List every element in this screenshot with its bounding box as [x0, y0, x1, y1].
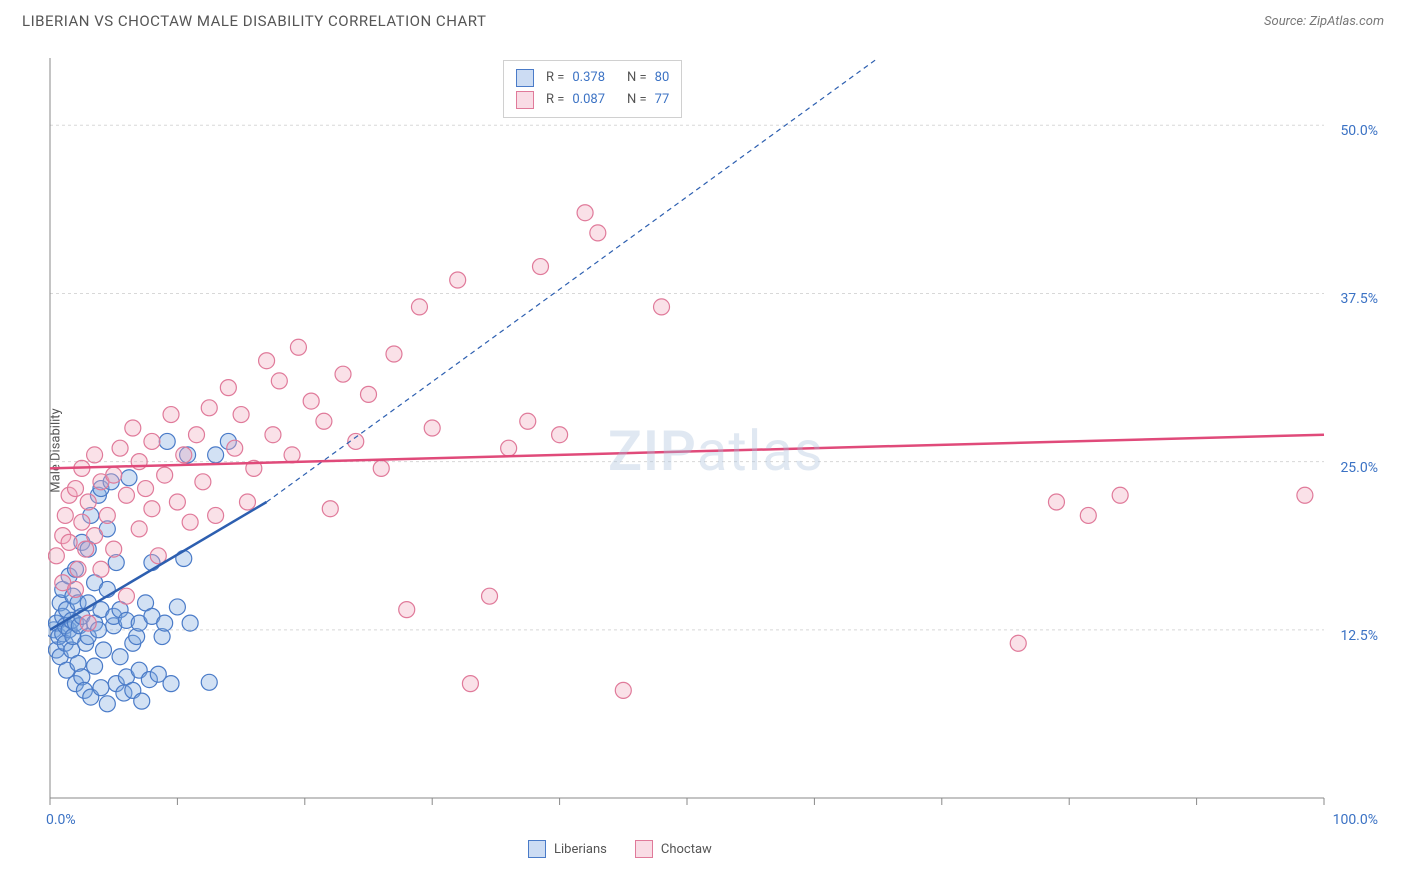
chart-container: Male Disability ZIPatlas R = 0.378 N = 8… — [48, 48, 1384, 838]
legend-item: Choctaw — [635, 840, 712, 858]
y-tick-label: 25.0% — [1340, 460, 1378, 476]
y-tick-label: 37.5% — [1340, 291, 1378, 307]
x-tick-label: 100.0% — [1333, 812, 1378, 828]
series-legend: Liberians Choctaw — [528, 840, 712, 858]
x-tick-label: 0.0% — [46, 812, 76, 828]
scatter-plot — [48, 48, 1384, 838]
chart-title: LIBERIAN VS CHOCTAW MALE DISABILITY CORR… — [22, 12, 486, 30]
r-value: 0.087 — [572, 89, 605, 111]
legend-item: Liberians — [528, 840, 607, 858]
legend-stat-row: R = 0.087 N = 77 — [516, 89, 669, 111]
legend-swatch — [528, 840, 546, 858]
n-value: 77 — [655, 89, 670, 111]
y-tick-label: 12.5% — [1340, 628, 1378, 644]
legend-swatch — [516, 69, 534, 87]
n-label: N = — [627, 67, 647, 89]
n-label: N = — [627, 89, 647, 111]
header: LIBERIAN VS CHOCTAW MALE DISABILITY CORR… — [0, 0, 1406, 38]
correlation-legend: R = 0.378 N = 80 R = 0.087 N = 77 — [503, 60, 682, 118]
r-value: 0.378 — [572, 67, 605, 89]
r-label: R = — [546, 67, 564, 89]
source-attribution: Source: ZipAtlas.com — [1264, 14, 1384, 29]
n-value: 80 — [655, 67, 670, 89]
r-label: R = — [546, 89, 564, 111]
y-tick-label: 50.0% — [1340, 123, 1378, 139]
legend-label: Liberians — [554, 842, 607, 857]
legend-label: Choctaw — [661, 842, 712, 857]
legend-stat-row: R = 0.378 N = 80 — [516, 67, 669, 89]
legend-swatch — [635, 840, 653, 858]
legend-swatch — [516, 91, 534, 109]
